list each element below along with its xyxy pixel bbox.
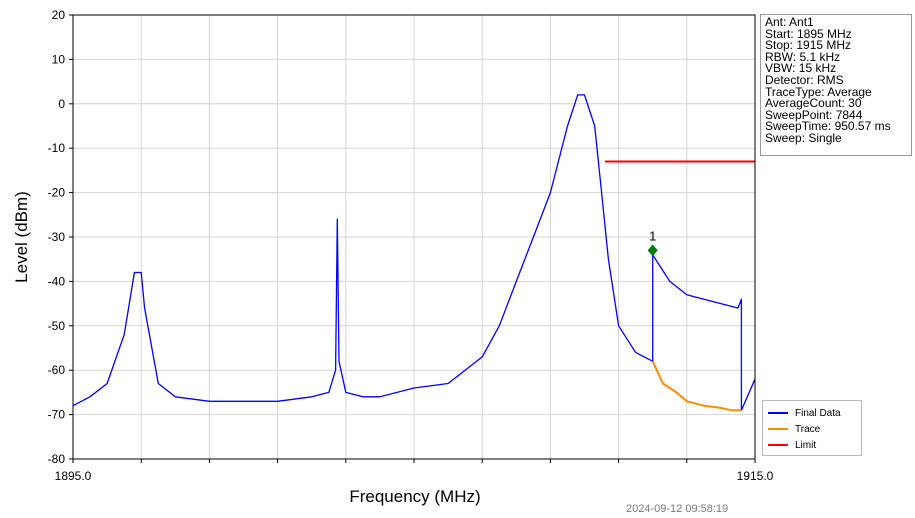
info-line: Sweep: Single <box>765 130 842 145</box>
info-line: Detector: RMS <box>765 72 844 87</box>
y-tick-label: -30 <box>48 230 66 244</box>
legend-item-trace: Trace <box>768 421 856 437</box>
legend-label-trace: Trace <box>795 423 821 435</box>
info-line: VBW: 15 kHz <box>765 61 837 76</box>
legend-item-final-data: Final Data <box>768 405 856 421</box>
series-trace <box>651 360 742 412</box>
y-tick-label: -40 <box>48 274 66 288</box>
legend-swatch-trace <box>768 428 788 430</box>
series-layer <box>72 94 756 412</box>
marker-layer: 1 <box>647 228 658 257</box>
measurement-info-panel: Ant: Ant1 Start: 1895 MHz Stop: 1915 MHz RB… <box>760 14 912 156</box>
info-line: SweepPoint: 7844 <box>765 107 863 122</box>
y-tick-label: 0 <box>58 97 65 111</box>
y-tick-label: -80 <box>48 452 66 466</box>
legend-item-limit: Limit <box>768 437 856 453</box>
info-line: Ant: Ant1 <box>765 15 814 29</box>
legend-label-final-data: Final Data <box>795 407 841 419</box>
x-tick-label: 1895.0 <box>55 469 92 483</box>
legend: Final Data Trace Limit <box>762 400 862 456</box>
y-tick-label: -50 <box>48 319 66 333</box>
y-tick-label: -10 <box>48 141 66 155</box>
x-axis-label: Frequency (MHz) <box>349 487 481 506</box>
y-axis-ticks: 20 10 0 -10 -20 -30 -40 -50 -60 -70 -80 <box>48 8 73 466</box>
info-line: Stop: 1915 MHz <box>765 38 852 53</box>
legend-label-limit: Limit <box>795 439 817 451</box>
info-line: AverageCount: 30 <box>765 96 862 111</box>
legend-swatch-limit <box>768 444 788 446</box>
marker-label: 1 <box>649 228 656 243</box>
series-final-data <box>72 94 756 411</box>
y-tick-label: 20 <box>52 8 66 22</box>
y-tick-label: -70 <box>48 408 66 422</box>
x-tick-label: 1915.0 <box>737 469 774 483</box>
y-tick-label: -20 <box>48 186 66 200</box>
info-line: SweepTime: 950.57 ms <box>765 119 891 134</box>
info-line: RBW: 5.1 kHz <box>765 49 841 64</box>
legend-swatch-final-data <box>768 412 788 414</box>
marker-diamond <box>647 244 658 257</box>
info-line: TraceType: Average <box>765 84 872 99</box>
x-axis-ticks: 1895.0 1915.0 <box>55 459 774 483</box>
info-line: Start: 1895 MHz <box>765 26 852 41</box>
y-axis-label: Level (dBm) <box>12 191 31 283</box>
timestamp: 2024-09-12 09:58:19 <box>626 503 729 515</box>
y-tick-label: -60 <box>48 363 66 377</box>
y-tick-label: 10 <box>52 52 66 66</box>
